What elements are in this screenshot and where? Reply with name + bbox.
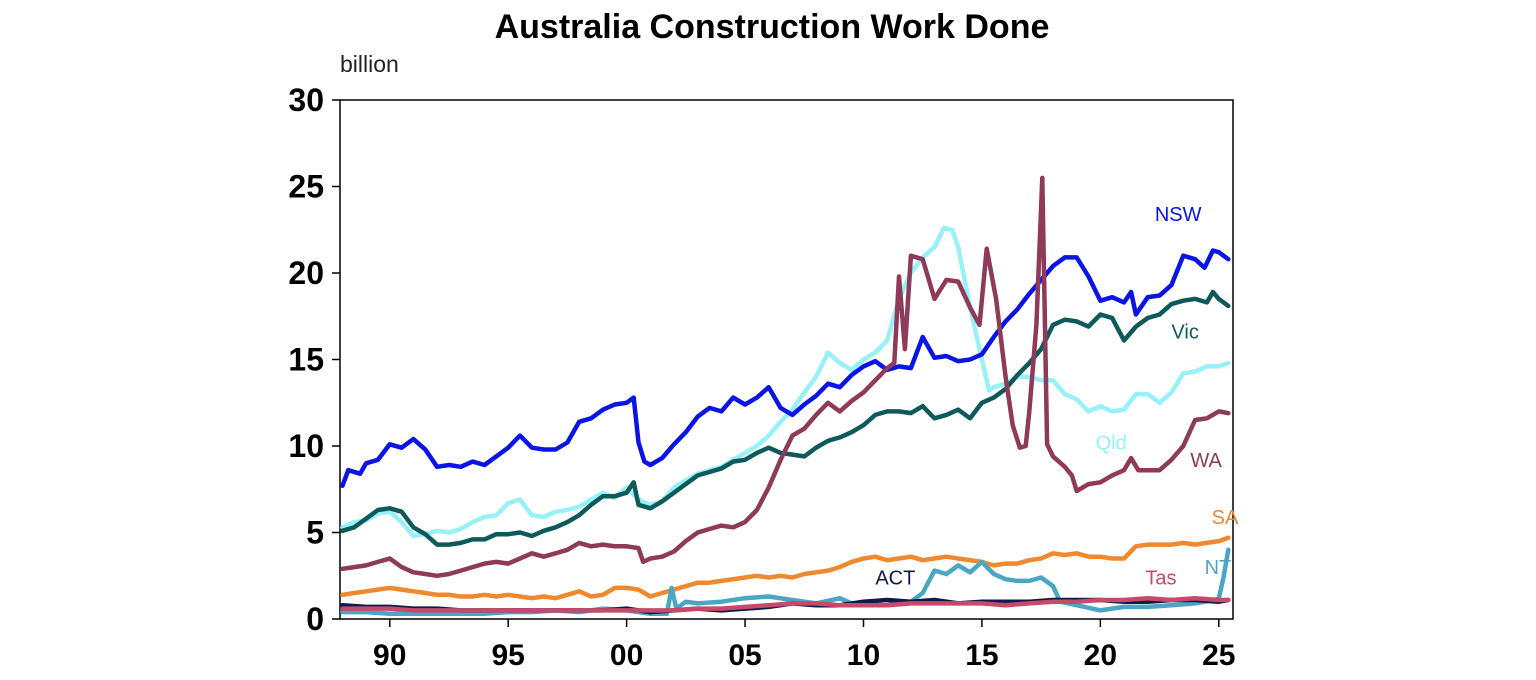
x-tick-label: 05: [728, 639, 761, 672]
y-tick-label: 25: [288, 169, 324, 205]
series-label-sa: SA: [1212, 507, 1239, 529]
series-lines: [340, 175, 1231, 617]
x-tick-label: 15: [965, 639, 998, 672]
chart-title: Australia Construction Work Done: [494, 8, 1050, 46]
series-label-nt: NT: [1205, 557, 1232, 579]
y-tick-label: 30: [288, 82, 324, 118]
y-axis: 0 5 10 15 20 25 30: [288, 82, 340, 637]
y-tick-label: 15: [288, 342, 324, 378]
x-tick-label: 25: [1202, 639, 1235, 672]
series-label-nsw: NSW: [1155, 204, 1202, 226]
x-tick-label: 95: [491, 639, 524, 672]
series-line-qld: [340, 225, 1231, 539]
series-label-vic: Vic: [1171, 322, 1198, 344]
y-tick-label: 0: [306, 601, 324, 637]
x-axis: 90 95 00 05 10 15 20 25: [373, 619, 1235, 672]
y-tick-label: 20: [288, 255, 324, 291]
series-line-vic: [340, 289, 1231, 547]
x-tick-label: 10: [847, 639, 880, 672]
series-labels: NSW Vic Qld WA SA NT ACT Tas: [875, 204, 1239, 589]
series-label-wa: WA: [1190, 450, 1222, 472]
y-axis-unit-label: billion: [340, 51, 399, 77]
x-tick-label: 90: [373, 639, 406, 672]
y-tick-label: 5: [306, 515, 324, 551]
series-line-sa: [340, 535, 1231, 601]
series-label-qld: Qld: [1096, 432, 1127, 454]
y-tick-label: 10: [288, 428, 324, 464]
series-line-nsw: [340, 248, 1231, 489]
series-label-act: ACT: [875, 567, 915, 589]
x-tick-label: 00: [610, 639, 643, 672]
series-label-tas: Tas: [1145, 567, 1176, 589]
series-line-tas: [340, 595, 1231, 613]
x-tick-label: 20: [1084, 639, 1117, 672]
series-line-wa: [340, 175, 1231, 579]
